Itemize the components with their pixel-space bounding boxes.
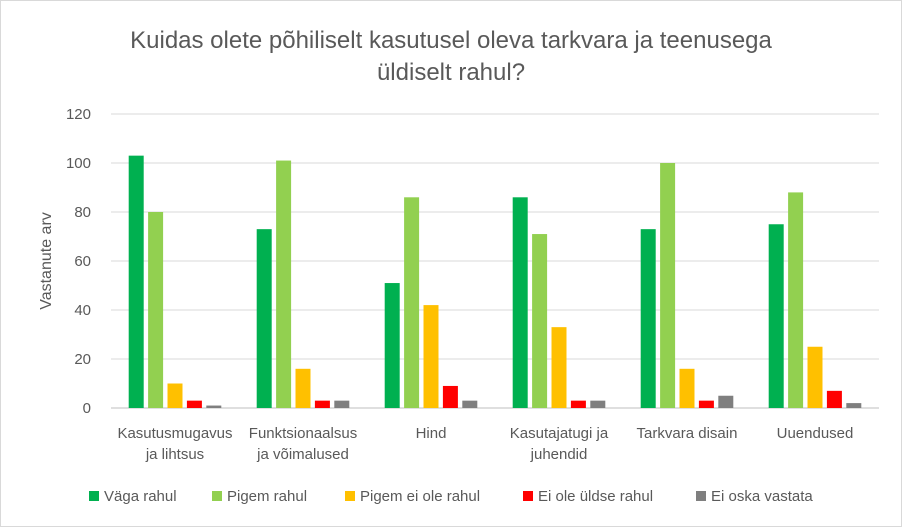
category-label: Kasutusmugavus — [117, 425, 232, 442]
legend-swatch-1 — [89, 491, 99, 501]
y-tick-label: 40 — [74, 302, 91, 319]
gridlines — [111, 113, 879, 409]
bar-3-4 — [551, 327, 567, 408]
bars — [128, 155, 862, 408]
legend-label-1: Väga rahul — [104, 488, 177, 505]
bar-1-4 — [512, 197, 528, 408]
bar-1-3 — [384, 283, 400, 408]
bar-2-6 — [788, 192, 804, 408]
bar-3-5 — [679, 368, 695, 408]
bar-2-5 — [660, 163, 676, 408]
y-tick-label: 0 — [83, 400, 91, 417]
legend-swatch-4 — [523, 491, 533, 501]
category-label: Uuendused — [777, 425, 854, 442]
category-label: juhendid — [530, 446, 588, 463]
bar-1-5 — [640, 229, 656, 408]
bar-5-4 — [590, 400, 606, 408]
bar-3-2 — [295, 368, 311, 408]
legend-label-3: Pigem ei ole rahul — [360, 488, 480, 505]
chart-title: Kuidas olete põhiliselt kasutusel oleva … — [130, 27, 772, 86]
y-axis-ticks: 0 20 40 60 80 100 120 — [66, 106, 91, 417]
category-label: ja võimalused — [256, 446, 349, 463]
bar-1-1 — [128, 155, 144, 408]
bar-1-6 — [768, 224, 784, 408]
y-tick-label: 100 — [66, 155, 91, 172]
bar-4-1 — [186, 400, 202, 408]
bar-2-2 — [276, 160, 292, 408]
bar-2-1 — [148, 212, 164, 408]
bar-2-3 — [404, 197, 420, 408]
category-label: Funktsionaalsus — [249, 425, 357, 442]
bar-5-5 — [718, 395, 734, 408]
bar-3-6 — [807, 346, 823, 408]
legend: Väga rahul Pigem rahul Pigem ei ole rahul E… — [89, 488, 813, 505]
legend-label-5: Ei oska vastata — [711, 488, 813, 505]
y-tick-label: 80 — [74, 204, 91, 221]
legend-label-4: Ei ole üldse rahul — [538, 488, 653, 505]
bar-5-6 — [846, 403, 862, 408]
category-label: ja lihtsus — [145, 446, 204, 463]
category-label: Kasutajatugi ja — [510, 425, 609, 442]
chart-title-line-1: Kuidas olete põhiliselt kasutusel oleva … — [130, 27, 772, 54]
legend-swatch-3 — [345, 491, 355, 501]
x-axis-categories: Kasutusmugavus ja lihtsus Funktsionaalsus j… — [117, 425, 853, 463]
legend-label-2: Pigem rahul — [227, 488, 307, 505]
category-label: Tarkvara disain — [637, 425, 738, 442]
legend-swatch-2 — [212, 491, 222, 501]
bar-5-1 — [206, 405, 222, 408]
legend-swatch-5 — [696, 491, 706, 501]
bar-2-4 — [532, 234, 548, 408]
bar-4-2 — [314, 400, 330, 408]
bar-5-2 — [334, 400, 350, 408]
chart-title-line-2: üldiselt rahul? — [377, 59, 525, 86]
bar-3-1 — [167, 383, 183, 408]
bar-3-3 — [423, 305, 439, 408]
category-label: Hind — [416, 425, 447, 442]
y-tick-label: 60 — [74, 253, 91, 270]
y-axis-title: Vastanute arv — [38, 212, 55, 310]
bar-4-3 — [442, 385, 458, 408]
bar-4-6 — [826, 390, 842, 408]
bar-4-5 — [698, 400, 714, 408]
y-tick-label: 20 — [74, 351, 91, 368]
bar-4-4 — [570, 400, 586, 408]
y-tick-label: 120 — [66, 106, 91, 123]
bar-5-3 — [462, 400, 478, 408]
bar-1-2 — [256, 229, 272, 408]
